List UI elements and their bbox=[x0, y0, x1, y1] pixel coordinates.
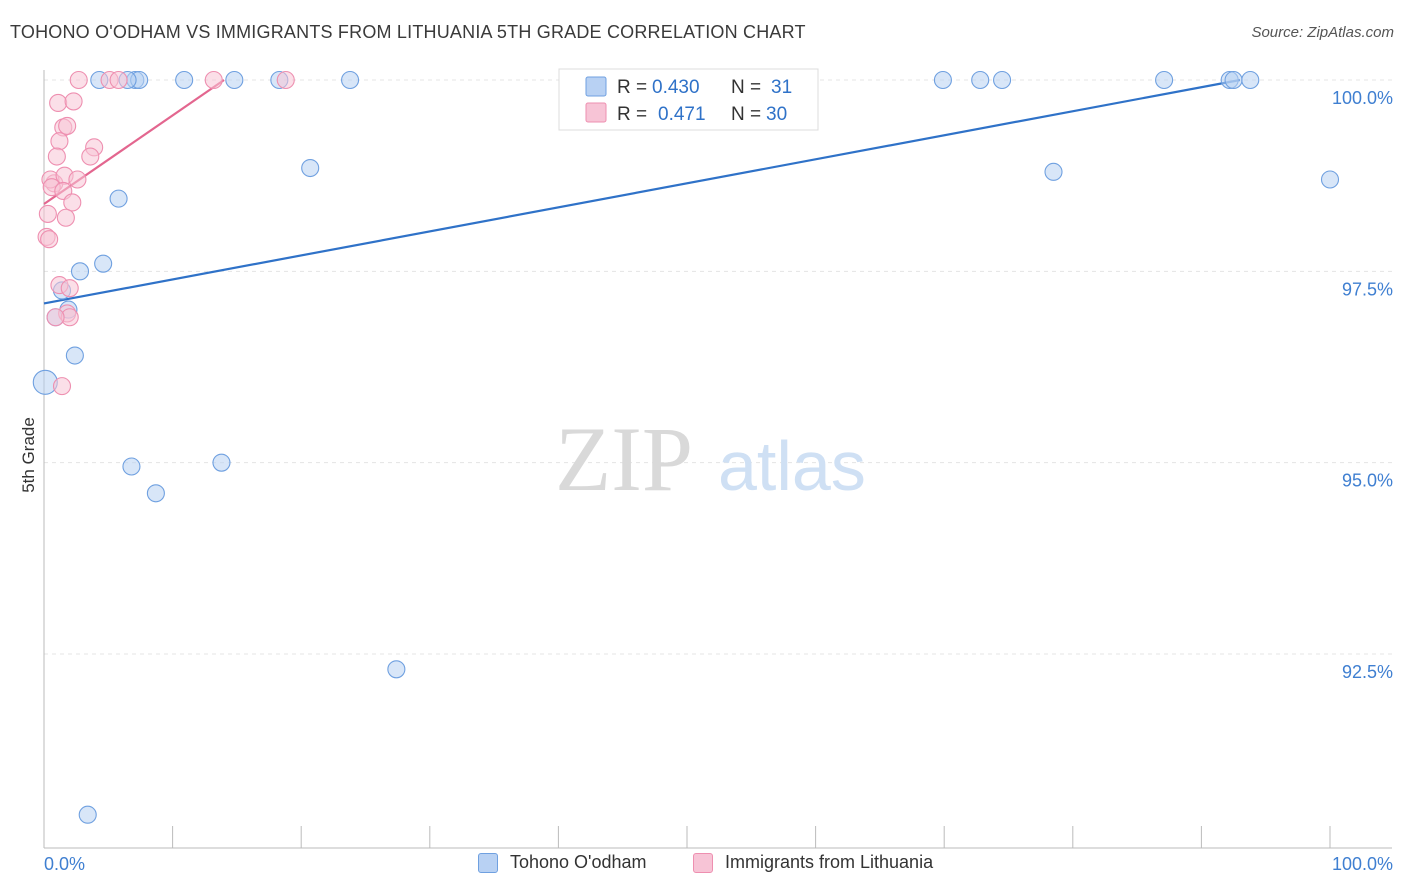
stats-n-label-1: N = bbox=[731, 77, 761, 98]
point-series-1-11[interactable] bbox=[81, 147, 100, 166]
stats-r-value-2: 0.471 bbox=[658, 104, 706, 125]
point-series-0-16[interactable] bbox=[301, 158, 320, 178]
watermark-atlas: atlas bbox=[718, 427, 866, 505]
point-series-1-19[interactable] bbox=[63, 193, 82, 212]
point-series-1-4[interactable] bbox=[276, 70, 295, 90]
stats-r-value-1: 0.430 bbox=[652, 77, 700, 98]
y-tick-label-3: 92.5% bbox=[1342, 662, 1393, 682]
point-series-1-12[interactable] bbox=[47, 147, 66, 166]
point-series-0-30[interactable] bbox=[387, 660, 406, 679]
point-series-1-20[interactable] bbox=[38, 204, 57, 223]
point-series-0-28[interactable] bbox=[212, 453, 231, 472]
x-tick-label-0: 0.0% bbox=[44, 854, 85, 874]
legend-label-tohono: Tohono O'odham bbox=[510, 852, 647, 872]
y-tick-label-1: 97.5% bbox=[1342, 279, 1393, 299]
point-series-1-6[interactable] bbox=[64, 92, 83, 111]
point-series-0-5[interactable] bbox=[225, 70, 244, 90]
point-series-0-12[interactable] bbox=[1155, 70, 1174, 90]
x-tick-label-1: 100.0% bbox=[1332, 854, 1393, 874]
point-series-1-3[interactable] bbox=[204, 70, 223, 90]
point-series-1-0[interactable] bbox=[69, 70, 88, 90]
point-series-0-7[interactable] bbox=[341, 70, 360, 90]
point-series-0-31[interactable] bbox=[78, 805, 97, 824]
series-legend: Tohono O'odham Immigrants from Lithuania bbox=[0, 852, 1406, 878]
point-series-0-29[interactable] bbox=[146, 484, 165, 503]
y-tick-label-2: 95.0% bbox=[1342, 471, 1393, 491]
legend-label-lithuania: Immigrants from Lithuania bbox=[725, 852, 934, 872]
point-series-1-23[interactable] bbox=[40, 230, 59, 249]
point-series-1-8[interactable] bbox=[58, 116, 77, 135]
point-series-0-26[interactable] bbox=[32, 369, 58, 395]
watermark-zip: ZIP bbox=[555, 408, 693, 510]
point-series-0-21[interactable] bbox=[94, 254, 113, 273]
point-series-1-5[interactable] bbox=[49, 93, 68, 113]
point-series-0-25[interactable] bbox=[65, 346, 84, 365]
point-series-0-4[interactable] bbox=[175, 70, 194, 90]
point-series-0-20[interactable] bbox=[70, 262, 90, 281]
y-tick-label-0: 100.0% bbox=[1332, 88, 1393, 108]
stats-n-value-1: 31 bbox=[771, 77, 792, 98]
chart-title: TOHONO O'ODHAM VS IMMIGRANTS FROM LITHUA… bbox=[10, 22, 806, 42]
point-series-1-9[interactable] bbox=[50, 132, 69, 151]
legend-item-tohono[interactable]: Tohono O'odham bbox=[478, 852, 647, 873]
y-axis-label: 5th Grade bbox=[19, 417, 38, 493]
stats-swatch-tohono bbox=[585, 76, 607, 97]
point-series-0-10[interactable] bbox=[971, 70, 990, 90]
stats-legend: R = 0.430 N = 31 R = 0.471 N = 30 bbox=[558, 68, 819, 131]
stats-n-label-2: N = bbox=[731, 104, 761, 125]
point-series-0-14[interactable] bbox=[1224, 70, 1243, 90]
point-series-0-9[interactable] bbox=[933, 70, 952, 90]
point-series-0-18[interactable] bbox=[1320, 170, 1340, 189]
point-series-0-27[interactable] bbox=[122, 457, 141, 476]
point-series-0-15[interactable] bbox=[1241, 70, 1260, 90]
point-series-1-21[interactable] bbox=[56, 208, 75, 227]
point-series-1-28[interactable] bbox=[46, 308, 65, 327]
stats-n-value-2: 30 bbox=[766, 104, 787, 125]
legend-item-lithuania[interactable]: Immigrants from Lithuania bbox=[693, 852, 933, 873]
point-series-0-11[interactable] bbox=[993, 70, 1012, 90]
legend-swatch-tohono bbox=[478, 852, 498, 873]
point-series-1-17[interactable] bbox=[68, 170, 87, 189]
point-series-1-25[interactable] bbox=[60, 279, 79, 298]
point-series-1-2[interactable] bbox=[109, 70, 128, 90]
stats-r-label-2: R = bbox=[617, 104, 647, 125]
point-series-1-29[interactable] bbox=[52, 377, 72, 396]
legend-swatch-lithuania bbox=[693, 852, 713, 873]
stats-r-label-1: R = bbox=[617, 77, 647, 98]
point-series-0-19[interactable] bbox=[109, 189, 128, 208]
trend-line-series-0 bbox=[43, 78, 1241, 305]
point-series-0-17[interactable] bbox=[1044, 162, 1063, 181]
source-label: Source: ZipAtlas.com bbox=[1251, 24, 1394, 41]
stats-swatch-lithuania bbox=[585, 102, 607, 123]
